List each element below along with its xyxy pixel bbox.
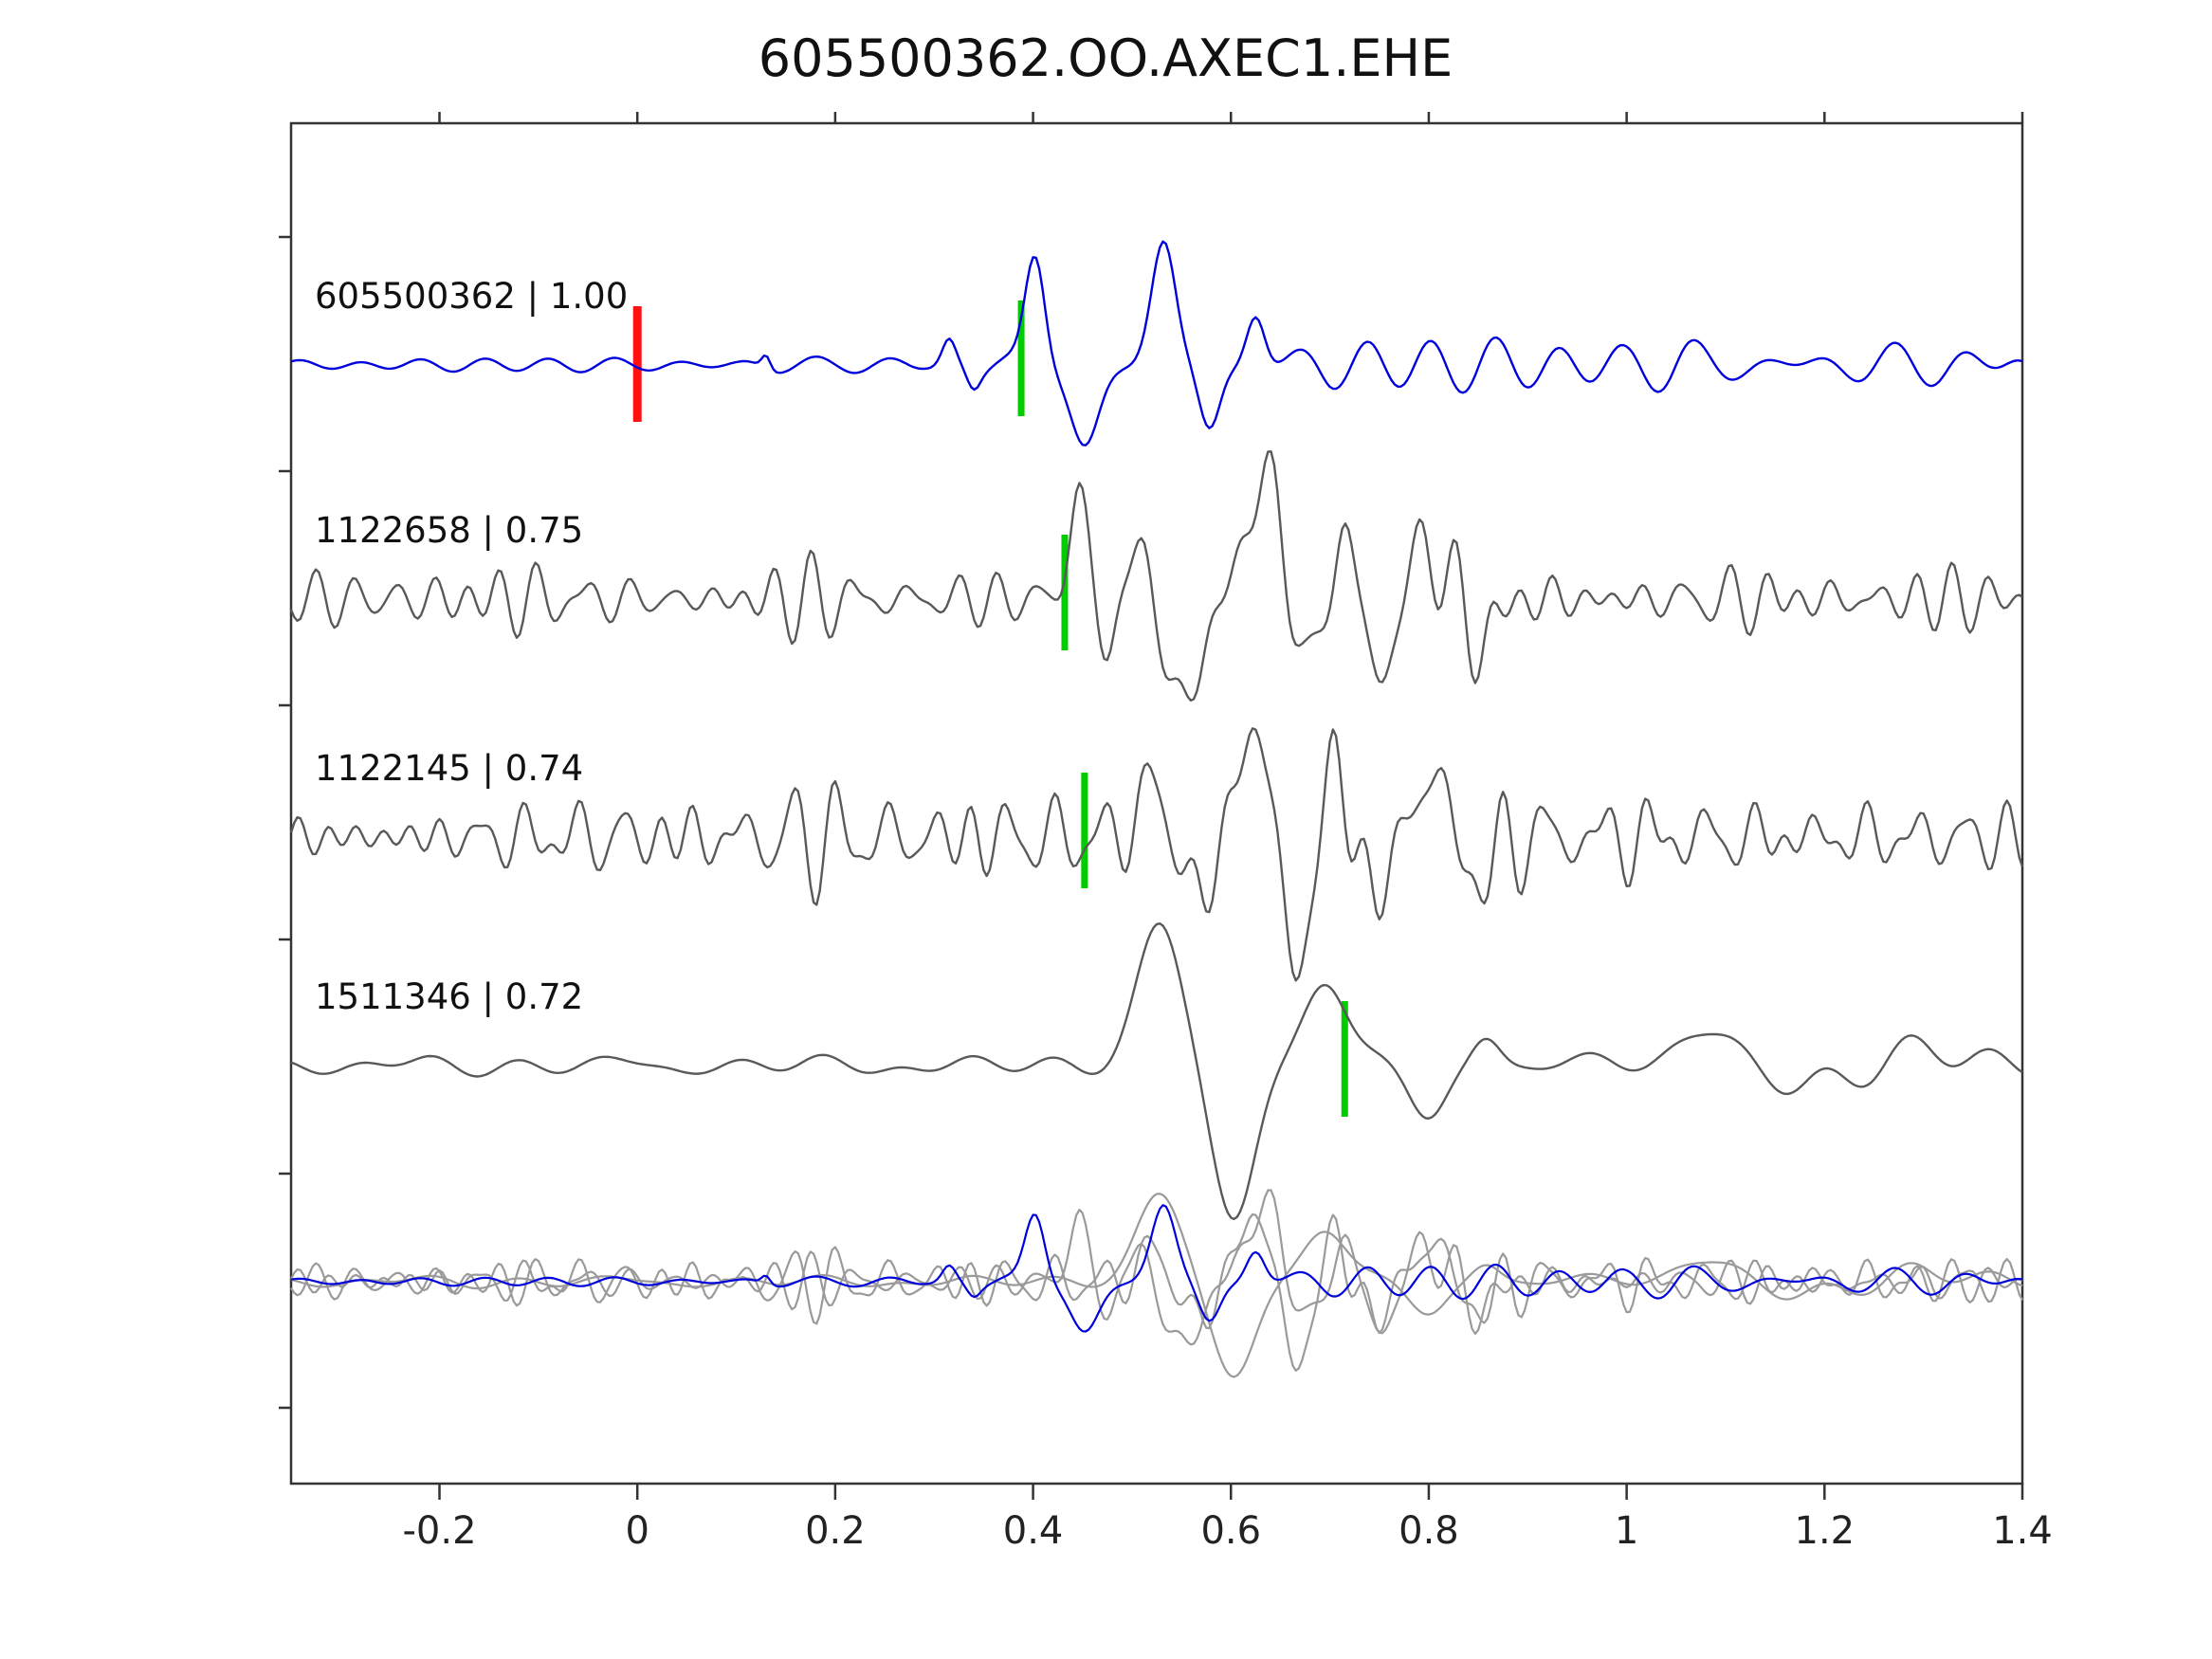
x-tick-label: 0.6 xyxy=(1200,1509,1261,1553)
overlay-trace-605500362 xyxy=(290,1204,2023,1333)
overlay-trace-1122145 xyxy=(290,1212,2023,1372)
overlay-trace-1511346 xyxy=(290,1193,2023,1378)
waveform-trace-1122658 xyxy=(289,450,2023,702)
label-layer: 605500362 | 1.00 1122658 | 0.75 1122145 | … xyxy=(315,276,628,1017)
x-tick-label: 0 xyxy=(625,1509,649,1553)
x-tick-label: 1.4 xyxy=(1992,1509,2053,1553)
chart-title: 605500362.OO.AXEC1.EHE xyxy=(759,28,1453,88)
trace-label-605500362: 605500362 | 1.00 xyxy=(315,276,628,317)
trace-label-1122658: 1122658 | 0.75 xyxy=(315,510,583,551)
x-tick-label: -0.2 xyxy=(402,1509,476,1553)
x-tick-label: 1.2 xyxy=(1795,1509,1856,1553)
pick-marker-layer xyxy=(632,301,1348,1117)
waveform-trace-1511346 xyxy=(290,922,2023,1221)
trace-label-1122145: 1122145 | 0.74 xyxy=(315,748,583,789)
green-pick-marker-1122658 xyxy=(1061,535,1069,650)
x-tick-label: 0.4 xyxy=(1003,1509,1064,1553)
x-tick-label: 0.2 xyxy=(805,1509,866,1553)
trace-label-1511346: 1511346 | 0.72 xyxy=(315,976,583,1017)
plot-frame xyxy=(289,121,2024,1486)
overlay-trace-1122658 xyxy=(290,1189,2023,1346)
axes-layer: -0.2 0 0.2 0.4 0.6 0.8 1 1.2 1.4 xyxy=(279,112,2053,1553)
green-pick-marker-605500362 xyxy=(1017,301,1025,416)
green-pick-marker-1122145 xyxy=(1081,773,1088,888)
green-pick-marker-1511346 xyxy=(1341,1001,1348,1117)
x-tick-label: 1 xyxy=(1615,1509,1638,1553)
trace-layer xyxy=(289,240,2024,1378)
waveform-trace-1122145 xyxy=(289,727,2024,982)
red-pick-marker-605500362 xyxy=(632,306,642,422)
waveform-trace-605500362 xyxy=(290,240,2023,447)
x-tick-label: 0.8 xyxy=(1398,1509,1459,1553)
